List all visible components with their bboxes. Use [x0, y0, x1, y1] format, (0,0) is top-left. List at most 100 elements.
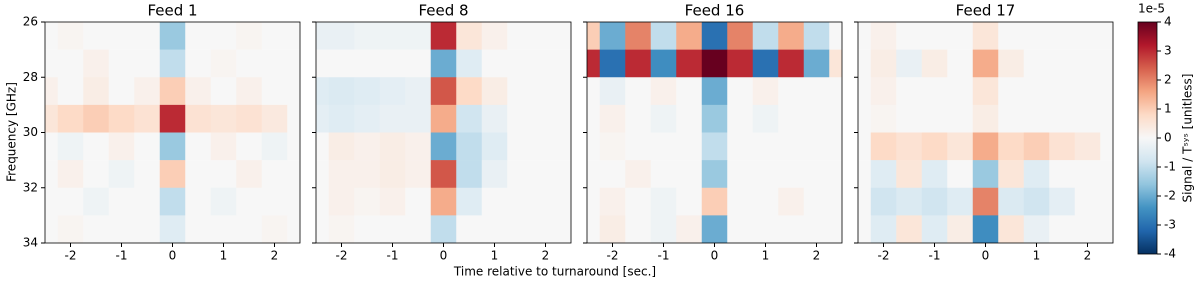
heatmap-cell [896, 49, 923, 78]
x-tick-label: 2 [813, 249, 821, 263]
heatmap-cell [870, 104, 897, 133]
panel-title: Feed 1 [147, 2, 197, 20]
heatmap-cell [727, 22, 754, 50]
heatmap-cell [456, 22, 483, 50]
heatmap-cell [405, 132, 432, 161]
heatmap-cell [625, 49, 652, 78]
heatmap-cell [676, 160, 703, 189]
colorbar-offset: 1e-5 [1138, 2, 1165, 16]
heatmap-cell [316, 22, 330, 50]
heatmap-cell [236, 187, 263, 216]
heatmap-cell [430, 77, 457, 106]
heatmap-cell [430, 187, 457, 216]
heatmap-cell [752, 49, 779, 78]
heatmap-cell [676, 104, 703, 133]
heatmap-cell [108, 22, 135, 50]
heatmap-cell [650, 104, 677, 133]
heatmap-cell [379, 104, 406, 133]
heatmap-cell [998, 77, 1025, 106]
heatmap-cell [1023, 160, 1050, 189]
heatmap-cell [778, 215, 805, 243]
heatmap-cell [947, 104, 974, 133]
heatmap-cell [870, 132, 897, 161]
heatmap-cell [650, 77, 677, 106]
heatmap-cell [558, 77, 571, 106]
heatmap-cell [159, 49, 186, 78]
heatmap-cell [159, 77, 186, 106]
heatmap-cell [328, 187, 355, 216]
heatmap-cell [405, 187, 432, 216]
heatmap-cell [507, 187, 534, 216]
heatmap-cell [185, 77, 212, 106]
y-tick-label: 32 [23, 180, 38, 194]
heatmap-cell [328, 160, 355, 189]
heatmap-cell [778, 49, 805, 78]
heatmap-cell [1049, 22, 1076, 50]
heatmap-cell [972, 104, 999, 133]
heatmap-cell [481, 132, 508, 161]
heatmap-cell [803, 187, 830, 216]
heatmap-cell [134, 77, 161, 106]
heatmap-cell [379, 215, 406, 243]
heatmap-cell [83, 132, 110, 161]
heatmap-cell [1023, 49, 1050, 78]
heatmap-cell [159, 215, 186, 243]
colorbar-label: Signal / Tˢʸˢ [unitless] [1181, 74, 1195, 203]
x-tick-label: 0 [711, 249, 719, 263]
heatmap-cell [972, 160, 999, 189]
heatmap-cell [803, 49, 830, 78]
colorbar-tick-label: -2 [1164, 189, 1176, 203]
heatmap-cell [430, 132, 457, 161]
heatmap-cell [650, 160, 677, 189]
heatmap-cell [650, 215, 677, 243]
heatmap-cell [778, 187, 805, 216]
heatmap-cell [701, 132, 728, 161]
colorbar-tick-label: 4 [1164, 15, 1172, 29]
panel-title: Feed 8 [418, 2, 468, 20]
heatmap-cell [650, 49, 677, 78]
heatmap-cell [972, 215, 999, 243]
heatmap-cell [1049, 187, 1076, 216]
heatmap-cell [599, 132, 626, 161]
heatmap-cell [727, 160, 754, 189]
heatmap-cell [210, 215, 237, 243]
x-tick-label: -1 [387, 249, 399, 263]
heatmap-cell [507, 77, 534, 106]
heatmap-cell [316, 187, 330, 216]
heatmap-cell [83, 187, 110, 216]
heatmap-cell [778, 22, 805, 50]
heatmap-cell [599, 215, 626, 243]
heatmap-cell [625, 104, 652, 133]
heatmap-cell [870, 215, 897, 243]
heatmap [858, 22, 1113, 243]
heatmap-cell [947, 187, 974, 216]
heatmap-cell [701, 104, 728, 133]
heatmap-cell [328, 77, 355, 106]
heatmap-cell [921, 160, 948, 189]
heatmap-cell [1023, 187, 1050, 216]
heatmap-cell [108, 49, 135, 78]
heatmap-cell [587, 22, 601, 50]
heatmap-cell [727, 132, 754, 161]
heatmap-cell [896, 104, 923, 133]
heatmap-cell [727, 104, 754, 133]
x-tick-label: -2 [878, 249, 890, 263]
heatmap-cell [752, 187, 779, 216]
heatmap-cell [858, 160, 872, 189]
heatmap-cell [57, 132, 84, 161]
heatmap-cell [1100, 22, 1113, 50]
heatmap-cell [998, 160, 1025, 189]
heatmap-cell [83, 215, 110, 243]
heatmap-cell [354, 187, 381, 216]
heatmap-cell [587, 160, 601, 189]
heatmap-cell [185, 215, 212, 243]
heatmap-cell [210, 104, 237, 133]
heatmap-cell [328, 49, 355, 78]
heatmap-cell [185, 187, 212, 216]
heatmap-cell [261, 160, 288, 189]
heatmap-cell [45, 49, 59, 78]
heatmap-cell [1074, 77, 1101, 106]
heatmap-cell [752, 77, 779, 106]
heatmap-cell [858, 49, 872, 78]
